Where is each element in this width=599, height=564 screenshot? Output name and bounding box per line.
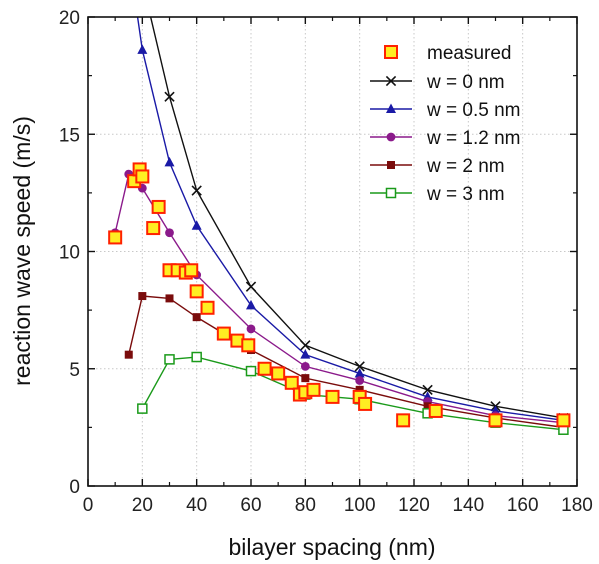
series-point-1: [191, 220, 202, 230]
series-point-3: [165, 294, 174, 303]
marker-stroke: [191, 185, 202, 196]
series-point-4: [137, 403, 148, 414]
legend-marker-2: [386, 132, 396, 142]
legend-item-2: w = 1.2 nm: [370, 128, 520, 149]
legend-marker-0: [385, 75, 397, 87]
measured-point: [306, 382, 321, 397]
measured-point: [241, 338, 256, 353]
y-tick-label: 0: [69, 477, 80, 498]
legend-label-2: w = 1.2 nm: [426, 128, 520, 149]
x-tick-label: 60: [240, 495, 261, 516]
legend-marker-measured: [384, 45, 398, 59]
x-tick-label: 140: [452, 495, 484, 516]
series-point-4: [191, 351, 202, 363]
marker-stroke: [354, 361, 365, 372]
series-point-0: [164, 91, 175, 102]
measured-point: [271, 366, 286, 381]
x-axis-title: bilayer spacing (nm): [228, 534, 435, 560]
measured-point: [216, 326, 231, 341]
y-tick-label: 10: [59, 243, 80, 264]
measured-point: [146, 221, 161, 236]
series-line-1: [136, 17, 564, 422]
measured-point: [488, 413, 503, 428]
measured-point: [556, 413, 571, 428]
series-point-4: [164, 354, 175, 365]
legend-label-0: w = 0 nm: [426, 72, 505, 93]
legend-marker-4: [385, 187, 397, 199]
measured-point: [358, 396, 373, 411]
x-tick-label: 80: [295, 495, 316, 516]
legend-label-1: w = 0.5 nm: [426, 100, 520, 121]
measured-point: [396, 413, 411, 428]
legend-marker-1: [386, 103, 396, 113]
series-point-3: [192, 313, 201, 322]
series-point-4: [245, 365, 257, 377]
x-tick-label: 120: [398, 495, 430, 516]
axis-ticks: 0 20 40 60 80 100 120 140 160 180 0 5 10 15 20: [59, 8, 593, 516]
legend-label-3: w = 2 nm: [426, 156, 505, 177]
grid: [88, 17, 577, 486]
marker-stroke: [385, 75, 397, 87]
legend-item-4: w = 3 nm: [370, 184, 505, 205]
y-tick-label: 15: [59, 125, 80, 146]
series-point-2: [246, 324, 256, 334]
marker-stroke: [245, 281, 257, 292]
series-point-0: [422, 384, 433, 396]
y-tick-label: 20: [59, 8, 80, 29]
series-point-3: [138, 292, 147, 301]
legend-marker-3: [387, 161, 395, 169]
series-point-1: [354, 367, 365, 378]
measured-point: [428, 403, 443, 418]
series-point-2: [300, 362, 310, 371]
measured-point: [284, 375, 299, 390]
series-point-0: [245, 281, 257, 292]
series-point-0: [300, 340, 311, 351]
marker-stroke: [422, 384, 433, 396]
series-point-2: [165, 228, 174, 238]
series-point-3: [301, 374, 310, 383]
series-layer: [108, 17, 571, 435]
legend-label-4: w = 3 nm: [426, 184, 505, 205]
legend: measured w = 0 nm w = 0.5 nm w = 1.2 nm w = …: [370, 43, 520, 205]
x-tick-label: 20: [132, 495, 153, 516]
measured-point: [200, 300, 215, 315]
marker-stroke: [300, 340, 311, 351]
x-tick-label: 100: [344, 495, 376, 516]
legend-label-measured: measured: [427, 43, 512, 64]
series-point-3: [124, 350, 133, 359]
series-point-1: [300, 349, 311, 359]
y-tick-label: 5: [69, 360, 80, 381]
series-line-3: [128, 295, 564, 429]
series-point-1: [246, 299, 256, 310]
y-axis-title: reaction wave speed (m/s): [9, 116, 35, 386]
series-point-3: [355, 385, 364, 394]
measured-point: [325, 389, 340, 404]
measured-point: [151, 199, 166, 214]
measured-point: [257, 361, 272, 376]
series-point-3: [423, 402, 432, 411]
x-tick-label: 0: [83, 495, 94, 516]
legend-item-3: w = 2 nm: [370, 156, 505, 177]
measured-point: [108, 230, 123, 245]
series-point-0: [354, 361, 365, 372]
measured-point: [184, 263, 199, 278]
legend-item-1: w = 0.5 nm: [370, 100, 520, 121]
legend-item-0: w = 0 nm: [370, 72, 505, 93]
x-tick-label: 160: [507, 495, 539, 516]
x-tick-label: 40: [186, 495, 207, 516]
measured-point: [135, 169, 150, 184]
series-point-2: [355, 376, 365, 385]
x-tick-label: 180: [561, 495, 593, 516]
marker-stroke: [164, 91, 175, 102]
series-point-0: [191, 185, 202, 196]
measured-point: [189, 284, 204, 299]
series-point-1: [164, 156, 175, 167]
series-point-1: [137, 44, 148, 54]
legend-item-measured: measured: [384, 43, 512, 64]
